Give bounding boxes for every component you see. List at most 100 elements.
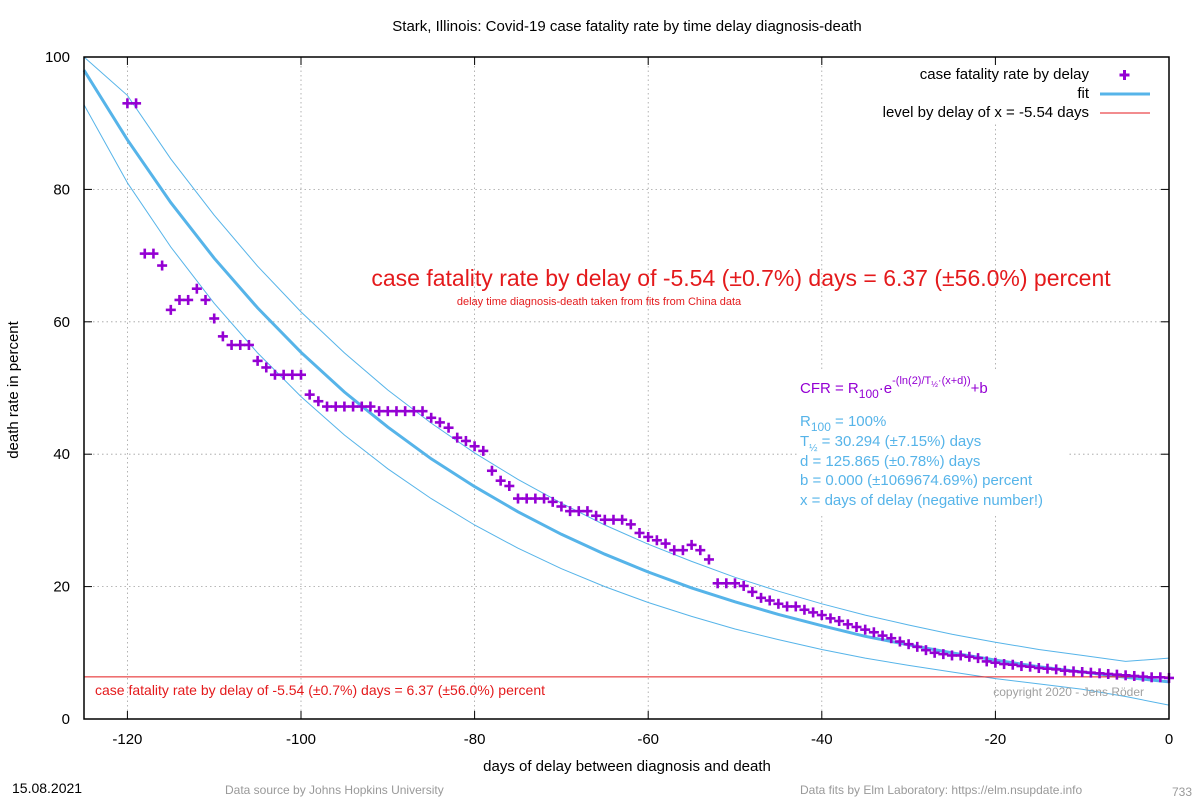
data-point [478,445,489,456]
fit-parameters: R100 = 100% T½ = 30.294 (±7.15%) days d … [800,413,1043,509]
data-point [1094,668,1105,679]
data-point [408,406,419,417]
x-tick-label: -120 [112,731,142,748]
legend-marker-data [1119,70,1130,80]
data-point [382,406,393,417]
data-point [877,630,888,641]
data-point [851,621,862,632]
data-point [374,406,385,417]
data-point [174,294,185,305]
data-point [1129,670,1140,681]
grid-lines [84,57,1169,719]
x-tick-label: -100 [286,731,316,748]
data-point [157,260,168,271]
data-point [261,362,272,373]
data-point [660,538,671,549]
data-point [634,527,645,538]
data-point [999,659,1010,670]
data-point [1120,670,1131,681]
data-point [330,401,341,412]
axis-ticks: -120 -100 -80 -60 -40 -20 0 0 20 40 60 80 100 [45,49,1173,748]
y-tick-label: 20 [53,579,70,596]
data-point [842,619,853,630]
data-point [217,331,228,342]
data-point [539,493,550,504]
data-point [591,510,602,521]
data-point [495,475,506,486]
data-point [200,294,211,305]
data-point [131,98,142,109]
data-point [183,294,194,305]
data-point [486,465,497,476]
data-point [912,641,923,652]
data-point [1042,663,1053,674]
subline-annotation: delay time diagnosis-death taken from fi… [457,296,742,308]
data-point [1025,661,1036,672]
data-point [243,339,254,350]
fit-upper-bound-curve [83,56,1170,662]
data-point [513,493,523,504]
data-point [426,412,437,423]
data-point [460,435,471,446]
footer-date: 15.08.2021 [12,780,82,796]
data-point [860,624,871,635]
data-point [252,355,263,366]
data-point [226,339,237,350]
data-point [573,506,584,517]
legend-label-level: level by delay of x = -5.54 days [883,104,1089,121]
data-point [530,493,541,504]
data-point [703,554,714,565]
data-point [348,401,359,412]
y-tick-label: 80 [53,181,70,198]
data-point [139,248,150,259]
data-point [599,514,610,525]
copyright: copyright 2020 - Jens Röder [993,685,1144,699]
data-point [339,401,350,412]
data-point [322,401,333,412]
data-point [834,616,845,627]
data-point [148,248,159,259]
data-point [1051,664,1062,675]
data-point [730,578,740,589]
data-point [521,493,532,504]
footer-number: 733 [1172,785,1192,799]
data-point [721,578,732,589]
data-point [920,645,931,656]
param-d: d = 125.865 (±0.78%) days [800,453,980,470]
data-point [287,369,298,380]
data-point [808,607,819,618]
data-point [747,586,758,597]
data-point [617,514,628,525]
data-point [764,595,775,606]
y-tick-label: 0 [62,711,70,728]
data-point [356,401,367,412]
data-point [1077,666,1088,677]
x-tick-label: -60 [637,731,659,748]
x-tick-label: -80 [464,731,486,748]
data-point [625,519,636,530]
data-point [773,598,784,609]
data-point [990,657,1001,668]
level-annotation: case fatality rate by delay of -5.54 (±0… [95,682,545,698]
data-point [955,650,966,661]
y-axis-label: death rate in percent [5,320,22,458]
y-tick-label: 40 [53,446,70,463]
legend-label-fit: fit [1077,85,1090,102]
data-point [547,496,558,507]
x-tick-label: -40 [811,731,833,748]
x-axis-label: days of delay between diagnosis and deat… [483,758,771,775]
data-point [278,369,289,380]
data-point [669,545,680,556]
data-point [964,651,975,662]
data-point [191,283,202,294]
data-point [799,604,810,615]
y-tick-label: 60 [53,314,70,331]
data-point [1103,668,1114,679]
data-point [886,633,897,644]
data-point [434,417,445,428]
data-point [947,650,957,661]
headline-annotation: case fatality rate by delay of -5.54 (±0… [371,265,1111,291]
data-point [452,432,463,443]
data-point [1059,665,1070,676]
data-point [1137,671,1148,682]
